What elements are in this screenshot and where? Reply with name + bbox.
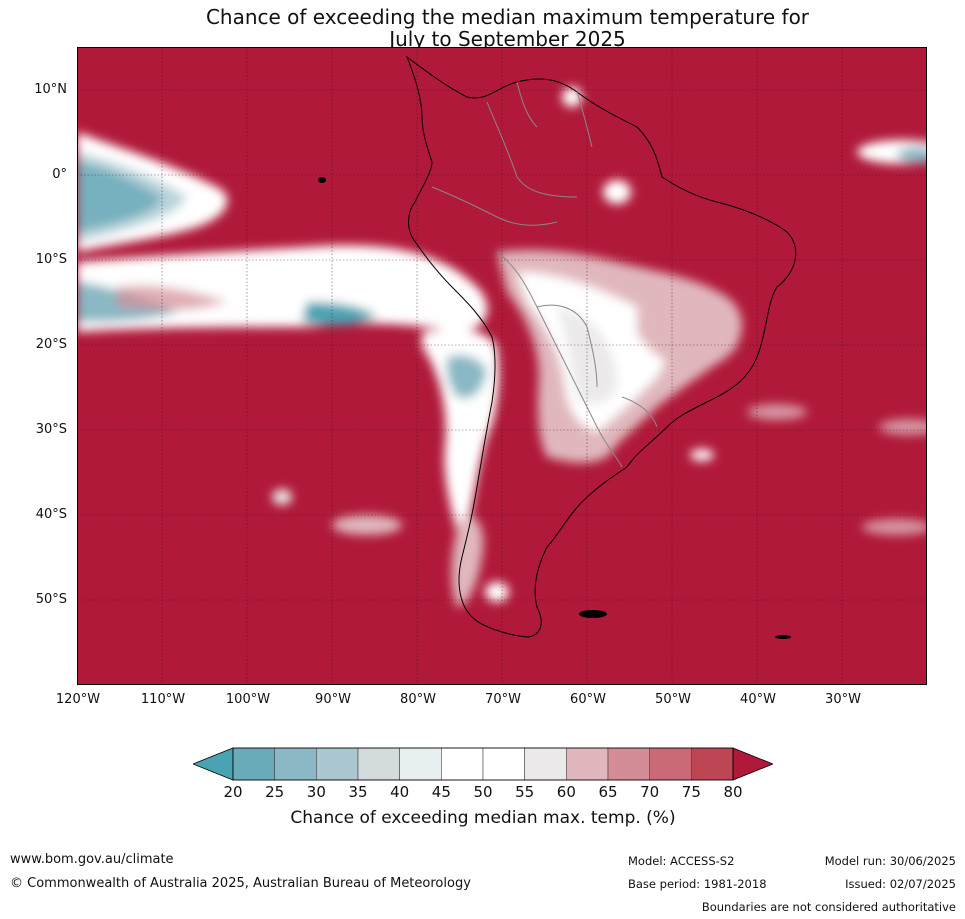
copyright-text: © Commonwealth of Australia 2025, Austra… — [10, 876, 471, 891]
colorbar-tick-45: 45 — [431, 783, 451, 801]
chile-coast-teal — [446, 355, 487, 399]
atlantic-east-patch-2 — [879, 419, 927, 435]
lon-label-80w: 80°W — [400, 692, 436, 707]
south-atlantic-patch — [485, 582, 509, 602]
lon-label-70w: 70°W — [485, 692, 521, 707]
colorbar-tick-40: 40 — [390, 783, 410, 801]
colorbar-bin-40-45 — [399, 747, 442, 781]
colorbar-bin-20-25 — [232, 747, 275, 781]
lon-label-120w: 120°W — [55, 692, 101, 707]
colorbar-label: Chance of exceeding median max. temp. (%… — [290, 808, 676, 828]
colorbar-bin-45-50 — [441, 747, 484, 781]
colorbar-tick-30: 30 — [306, 783, 326, 801]
colorbar-bin-50-55 — [482, 747, 525, 781]
lat-label-20s: 20°S — [35, 337, 67, 352]
south-pacific-patch-1 — [332, 515, 402, 535]
lat-label-40s: 40°S — [35, 507, 67, 522]
pacific-subtropical-band — [77, 245, 488, 332]
atlantic-patch-small — [690, 449, 714, 461]
website-text: www.bom.gov.au/climate — [10, 852, 174, 867]
colorbar-bin-60-65 — [566, 747, 609, 781]
falklands-island — [579, 610, 607, 618]
graticule — [77, 47, 927, 685]
lon-label-40w: 40°W — [740, 692, 776, 707]
colorbar-bin-55-60 — [524, 747, 567, 781]
lon-label-90w: 90°W — [315, 692, 351, 707]
atlantic-south-patch — [747, 404, 807, 420]
colorbar-tick-55: 55 — [515, 783, 535, 801]
lon-label-50w: 50°W — [655, 692, 691, 707]
lat-label-0: 0° — [52, 167, 67, 182]
east-brazil-region — [637, 304, 740, 367]
atlantic-equatorial-teal — [897, 147, 927, 163]
colorbar-bin-35-40 — [357, 747, 400, 781]
colorbar-bin-70-75 — [649, 747, 692, 781]
lon-label-30w: 30°W — [825, 692, 861, 707]
pacific-band-teal-2 — [302, 302, 377, 326]
pacific-band-pink — [117, 285, 227, 311]
model-text: Model: ACCESS-S2 — [628, 854, 735, 868]
south-pacific-patch-2 — [272, 489, 292, 505]
colorbar-bin-30-35 — [316, 747, 359, 781]
galapagos-island — [318, 177, 326, 183]
lat-label-10n: 10°N — [34, 82, 67, 97]
colorbar-tick-75: 75 — [681, 783, 701, 801]
colorbar-tick-25: 25 — [265, 783, 285, 801]
colorbar-bin-75-80 — [691, 747, 734, 781]
probability-map — [77, 47, 927, 685]
lon-label-60w: 60°W — [570, 692, 606, 707]
colorbar-tick-50: 50 — [473, 783, 493, 801]
colorbar-tick-20: 20 — [223, 783, 243, 801]
colorbar-tick-70: 70 — [640, 783, 660, 801]
issued-text: Issued: 02/07/2025 — [845, 877, 956, 891]
model-run-text: Model run: 30/06/2025 — [824, 854, 956, 868]
colorbar-tick-65: 65 — [598, 783, 618, 801]
colorbar — [193, 747, 773, 781]
atlantic-east-patch — [862, 519, 927, 535]
lon-label-110w: 110°W — [140, 692, 186, 707]
colorbar-tick-80: 80 — [723, 783, 743, 801]
lat-label-10s: 10°S — [35, 252, 67, 267]
colorbar-bin-65-70 — [607, 747, 650, 781]
colorbar-extend-low — [193, 747, 234, 781]
south-america-coastline — [405, 55, 797, 638]
lat-label-50s: 50°S — [35, 592, 67, 607]
colorbar-bin-25-30 — [274, 747, 317, 781]
colorbar-tick-60: 60 — [556, 783, 576, 801]
colorbar-tick-35: 35 — [348, 783, 368, 801]
chart-title-line-2: July to September 2025 — [389, 27, 626, 51]
chart-title-line-1: Chance of exceeding the median maximum t… — [205, 5, 810, 29]
lon-label-100w: 100°W — [225, 692, 271, 707]
base-period-text: Base period: 1981-2018 — [628, 877, 767, 891]
pacific-cold-halo — [77, 152, 187, 242]
south-georgia-island — [775, 635, 791, 639]
disclaimer-text: Boundaries are not considered authoritat… — [701, 900, 956, 914]
amazon-mouth-patch — [603, 180, 631, 204]
colorbar-extend-high — [732, 747, 773, 781]
country-borders — [431, 81, 658, 468]
lat-label-30s: 30°S — [35, 422, 67, 437]
